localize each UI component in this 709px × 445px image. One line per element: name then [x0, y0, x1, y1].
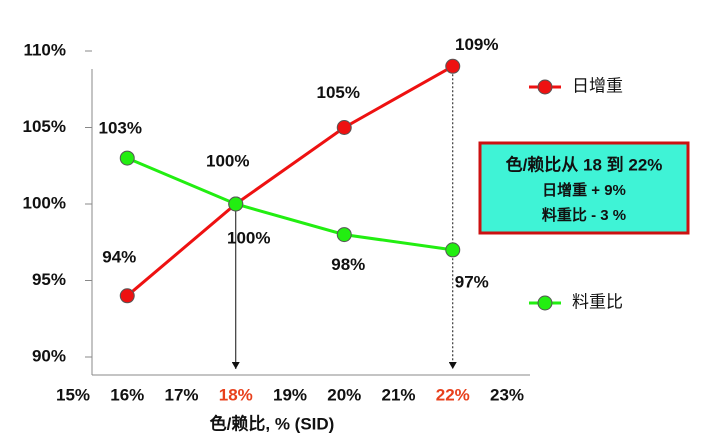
- x-tick-label: 21%: [381, 385, 415, 404]
- x-tick-label: 20%: [327, 385, 361, 404]
- x-tick-label: 18%: [219, 385, 253, 404]
- series-line: [126, 64, 454, 297]
- annotation-text: 料重比 - 3 %: [542, 206, 626, 224]
- y-tick-label: 105%: [23, 117, 66, 136]
- point: [119, 288, 135, 304]
- x-tick-label: 19%: [273, 385, 307, 404]
- legend-label: 料重比: [572, 292, 623, 311]
- legend-marker: [537, 295, 553, 311]
- x-tick-label: 22%: [436, 385, 470, 404]
- annotation-text: 色/赖比从 18 到 22%: [506, 154, 663, 174]
- data-label: 105%: [317, 83, 360, 102]
- data-label: 100%: [227, 228, 270, 247]
- point: [228, 196, 244, 212]
- data-label: 97%: [455, 272, 489, 291]
- data-label: 100%: [206, 151, 249, 170]
- data-label: 98%: [331, 255, 365, 274]
- data-label: 94%: [102, 247, 136, 266]
- y-tick-label: 110%: [23, 40, 66, 59]
- x-axis-label: 色/赖比, % (SID): [210, 413, 335, 433]
- data-label: 103%: [99, 119, 142, 138]
- point: [445, 58, 461, 74]
- point: [336, 120, 352, 135]
- legend-label: 日增重: [572, 76, 623, 95]
- x-tick-label: 17%: [164, 385, 198, 404]
- x-tick-label: 16%: [110, 385, 144, 404]
- series-line: [126, 156, 453, 252]
- x-tick-label: 23%: [490, 385, 524, 404]
- y-tick-label: 100%: [23, 193, 66, 212]
- x-tick-label: 15%: [56, 385, 90, 404]
- y-tick-label: 95%: [32, 270, 66, 289]
- y-tick-label: 90%: [32, 346, 66, 365]
- data-label: 109%: [455, 35, 498, 54]
- point: [119, 150, 135, 166]
- point: [336, 227, 352, 243]
- annotation-text: 日增重 + 9%: [542, 181, 626, 199]
- annotation-box: [478, 141, 690, 235]
- legend-marker: [537, 79, 553, 95]
- point: [445, 242, 461, 258]
